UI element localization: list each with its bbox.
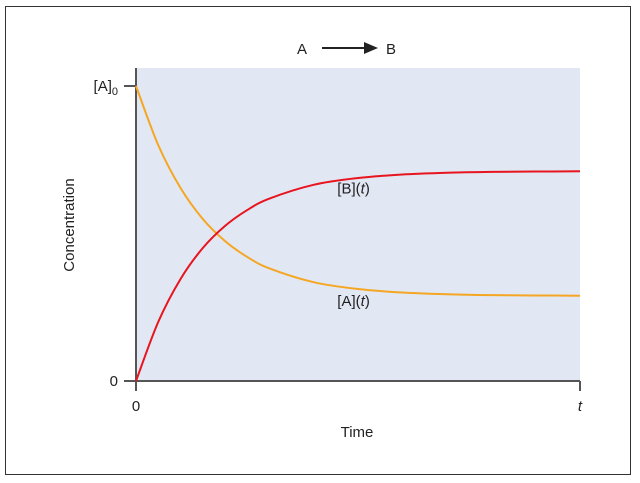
- y-tick-label: 0: [110, 373, 118, 390]
- y-ticks: 0 [A]0: [94, 78, 136, 390]
- y-tick-label: [A]0: [94, 78, 118, 98]
- y-axis-label: Concentration: [61, 178, 78, 271]
- curve-label: [A](t): [337, 293, 370, 310]
- series-line-b: [135, 170, 581, 382]
- curve-annotations: [B](t) [A](t): [337, 181, 370, 310]
- plot-area: [136, 68, 580, 381]
- product-label: B: [386, 41, 396, 58]
- reactant-label: A: [297, 41, 307, 58]
- reaction-arrow-icon: [364, 42, 378, 54]
- curve-label: [B](t): [337, 181, 370, 198]
- x-axis-label: Time: [341, 424, 374, 441]
- series-line-a: [135, 85, 581, 297]
- x-tick-label: 0: [132, 398, 140, 415]
- reaction-title: A B: [297, 41, 396, 58]
- x-tick-label: t: [578, 398, 583, 415]
